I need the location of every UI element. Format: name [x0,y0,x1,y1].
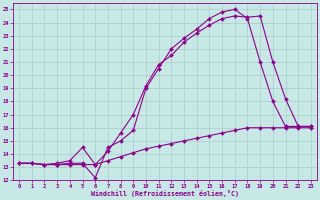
X-axis label: Windchill (Refroidissement éolien,°C): Windchill (Refroidissement éolien,°C) [91,190,239,197]
